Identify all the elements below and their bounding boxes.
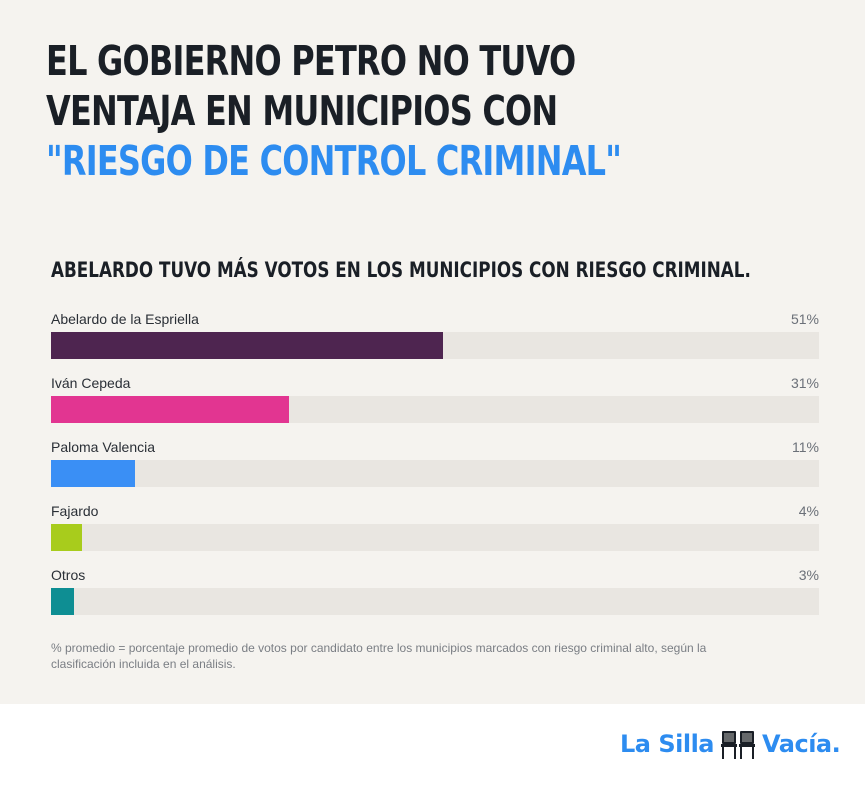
bar-category-label: Iván Cepeda xyxy=(51,375,131,391)
headline: EL GOBIERNO PETRO NO TUVO VENTAJA EN MUN… xyxy=(46,36,622,186)
logo-text-part1: La Silla xyxy=(620,730,715,758)
bar-category-label: Fajardo xyxy=(51,503,99,519)
bar-value-label: 31% xyxy=(790,375,819,391)
bar-track xyxy=(51,332,819,359)
bar-track xyxy=(51,588,819,615)
footnote: % promedio = porcentaje promedio de voto… xyxy=(51,641,707,671)
logo-text-part2: Vacía. xyxy=(762,730,841,758)
logo[interactable]: La Silla Vacía. xyxy=(620,728,841,760)
bar xyxy=(51,524,82,551)
bar-category-label: Paloma Valencia xyxy=(51,439,156,455)
bar-value-label: 51% xyxy=(790,311,819,327)
bar xyxy=(51,460,136,487)
bar-row: Iván Cepeda 31% xyxy=(51,372,819,436)
bar-row-header: Otros 3% xyxy=(51,564,819,586)
bar xyxy=(51,332,443,359)
headline-line-2: VENTAJA EN MUNICIPIOS CON xyxy=(46,87,558,135)
bar-row: Abelardo de la Espriella 51% xyxy=(51,308,819,372)
bar-chart: Abelardo de la Espriella 51% Iván Cepeda 31… xyxy=(51,308,819,628)
bar-row-header: Paloma Valencia 11% xyxy=(51,436,819,458)
bar-row-header: Abelardo de la Espriella 51% xyxy=(51,308,819,330)
bar-value-label: 11% xyxy=(792,439,819,455)
bar-track xyxy=(51,396,819,423)
bar-track xyxy=(51,524,819,551)
bar-row-header: Iván Cepeda 31% xyxy=(51,372,819,394)
infographic-card: EL GOBIERNO PETRO NO TUVO VENTAJA EN MUN… xyxy=(0,0,865,704)
bar-row: Fajardo 4% xyxy=(51,500,819,564)
headline-line-1: EL GOBIERNO PETRO NO TUVO xyxy=(46,37,576,85)
bar-row: Otros 3% xyxy=(51,564,819,628)
chairs-icon xyxy=(721,731,756,759)
bar-row-header: Fajardo 4% xyxy=(51,500,819,522)
bar-row: Paloma Valencia 11% xyxy=(51,436,819,500)
bar-value-label: 3% xyxy=(798,567,819,583)
bar-category-label: Otros xyxy=(51,567,86,583)
bar-value-label: 4% xyxy=(798,503,819,519)
bar-track xyxy=(51,460,819,487)
bar-category-label: Abelardo de la Espriella xyxy=(51,311,199,327)
bar xyxy=(51,396,290,423)
bar xyxy=(51,588,75,615)
chart-title: ABELARDO TUVO MÁS VOTOS EN LOS MUNICIPIO… xyxy=(51,258,751,282)
headline-line-3: "RIESGO DE CONTROL CRIMINAL" xyxy=(46,137,622,185)
